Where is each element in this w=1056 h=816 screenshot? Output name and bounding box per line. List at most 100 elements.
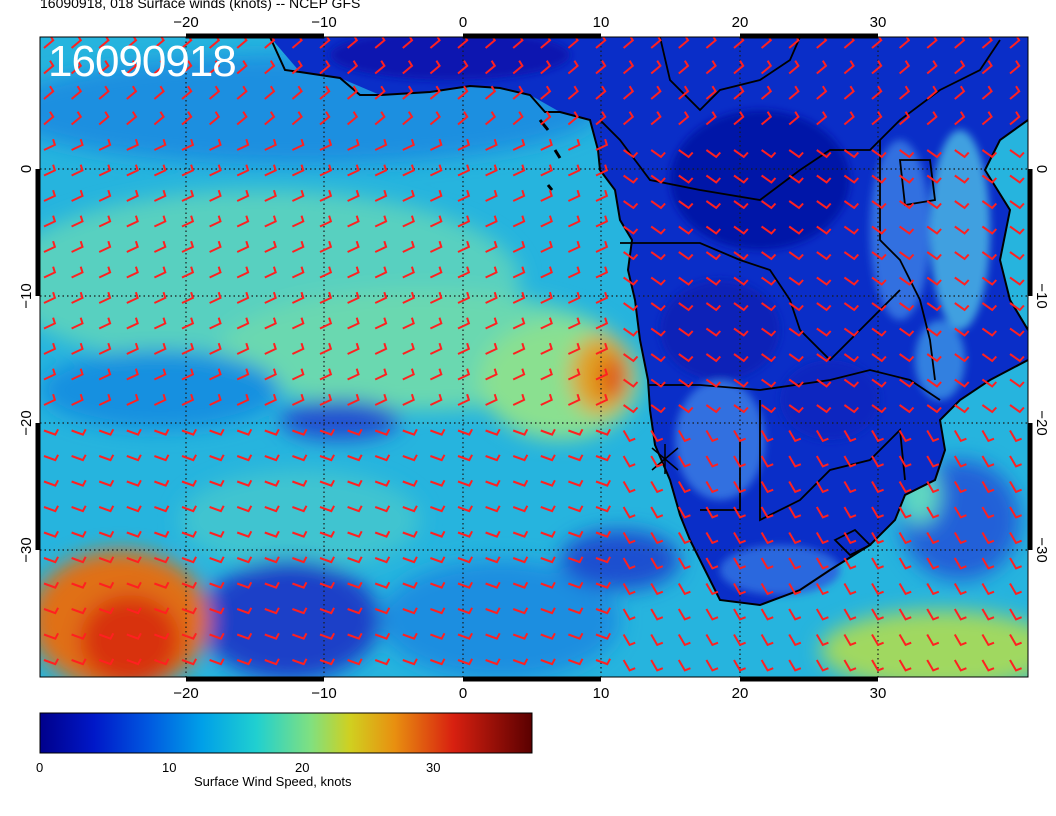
wind-barb [347,266,360,279]
wind-barb [843,557,857,570]
wind-barb [319,266,333,279]
wind-barb [98,454,115,462]
wind-barb [402,60,414,75]
wind-barb [871,532,884,545]
wind-barb [622,37,635,49]
wind-barb [705,149,722,159]
wind-barb [816,327,832,337]
wind-barb [981,532,995,545]
wind-barb [236,607,253,615]
wind-barb [153,317,167,330]
wind-barb [733,557,746,570]
wind-barb [871,111,883,126]
wind-barb [153,60,165,75]
wind-barb [540,428,556,436]
wind-barb [760,506,774,519]
wind-barb [953,430,967,443]
wind-barb [181,37,193,49]
wind-barb [181,632,197,640]
wind-barb [485,291,498,304]
wind-barb [485,632,501,640]
wind-barb [733,276,749,286]
wind-barb [981,200,998,210]
wind-barb [512,505,529,513]
wind-barb [291,60,303,75]
wind-barb [402,138,415,151]
wind-barb [209,342,222,355]
wind-barb [292,581,308,589]
wind-barb [153,368,167,381]
wind-barb [623,327,639,337]
wind-barb [926,481,940,494]
wind-barb [677,634,691,647]
wind-barb [954,225,970,235]
wind-barb [236,138,250,151]
wind-barb [677,583,691,596]
wind-barb [650,200,666,210]
wind-barb [1009,327,1025,337]
colorbar-label: Surface Wind Speed, knots [194,774,352,789]
wind-barb [788,85,800,100]
wind-barb [374,607,391,615]
wind-barb [788,455,802,468]
wind-barb [181,215,195,228]
wind-barb [512,60,524,75]
wind-barb [568,454,584,462]
wind-barb [788,60,800,75]
wind-barb [760,111,773,126]
wind-barb [788,634,802,647]
wind-barb [568,658,584,666]
wind-barb [236,428,253,436]
wind-barb [650,583,664,596]
wind-barb [650,506,664,519]
wind-barb [347,454,363,462]
wind-barb [154,607,170,615]
wind-barb [153,291,167,304]
wind-barb [153,111,165,126]
wind-barb [540,368,553,381]
wind-barb [236,530,253,538]
wind-barb [43,111,55,126]
wind-barb [843,634,857,647]
wind-barb [622,659,636,672]
wind-barb [43,505,59,513]
wind-barb [954,200,970,210]
wind-barb [898,583,912,596]
wind-barb [623,353,639,363]
wind-barb [154,530,170,538]
wind-barb [43,454,59,462]
wind-barb [292,556,308,564]
wind-barb [264,37,276,49]
wind-barb [678,85,690,100]
wind-barb [71,505,87,513]
wind-barb [650,659,664,672]
wind-barb [843,327,860,337]
wind-barb [154,658,170,666]
wind-barb [374,291,388,304]
wind-barb [43,368,57,381]
wind-barb [788,404,804,414]
wind-barb [43,291,57,304]
wind-barb [622,111,635,126]
wind-barb [181,85,193,100]
wind-barb [98,60,110,75]
wind-barb [871,276,887,286]
wind-barb [319,658,335,666]
wind-barb [71,607,87,615]
wind-barb [43,266,57,279]
wind-barb [485,368,498,381]
wind-barb [512,632,529,640]
wind-barb [760,85,773,100]
wind-barb [981,404,998,414]
wind-barb [181,164,195,177]
wind-barb [457,607,473,615]
wind-barb [374,530,391,538]
wind-barb [816,200,832,210]
wind-barb [981,276,998,286]
wind-barb [292,632,308,640]
wind-barb [705,276,722,286]
wind-barb [540,479,556,487]
wind-barb [429,342,443,355]
wind-barb [430,428,446,436]
wind-barb [512,317,526,330]
